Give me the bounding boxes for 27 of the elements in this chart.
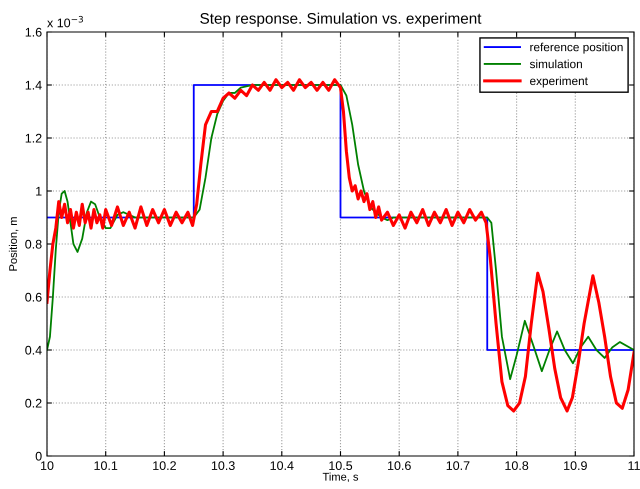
x-tick-label: 10.4 <box>270 461 294 470</box>
legend-label: reference position <box>530 42 623 54</box>
y-tick-label: 1.2 <box>26 134 42 143</box>
y-tick-label: 0 <box>36 452 42 461</box>
text: x 10$^{−3}$ <box>47 16 83 28</box>
x-tick-label: 11 <box>628 461 640 470</box>
x-tick-label: 10 <box>41 461 54 470</box>
y-axis-title: Position, m <box>8 217 18 271</box>
x-tick-label: 10.6 <box>388 461 411 470</box>
y-tick-label: 1.4 <box>26 80 42 90</box>
y-tick-label: 1.6 <box>26 28 42 37</box>
chart-title: Step response. Simulation vs. experiment <box>200 12 482 27</box>
y-tick-label: 0.4 <box>25 346 42 355</box>
y-tick-label: 0.2 <box>25 398 42 408</box>
x-tick-label: 10.9 <box>564 461 587 470</box>
legend-label: simulation <box>530 60 582 68</box>
y-tick-label: 0.6 <box>25 292 42 302</box>
y-tick-label: 0.8 <box>25 240 42 249</box>
x-tick-label: 10.8 <box>505 461 528 470</box>
x-tick-label: 10.3 <box>212 461 235 470</box>
legend-label: experiment <box>530 76 588 88</box>
x-tick-label: 10.1 <box>94 461 118 470</box>
x-axis-title: Time, s <box>322 472 358 482</box>
x-tick-label: 10.5 <box>329 461 352 470</box>
x-tick-label: 10.2 <box>153 461 176 470</box>
y-tick-label: 1 <box>36 186 42 196</box>
x-tick-label: 10.7 <box>446 461 470 470</box>
